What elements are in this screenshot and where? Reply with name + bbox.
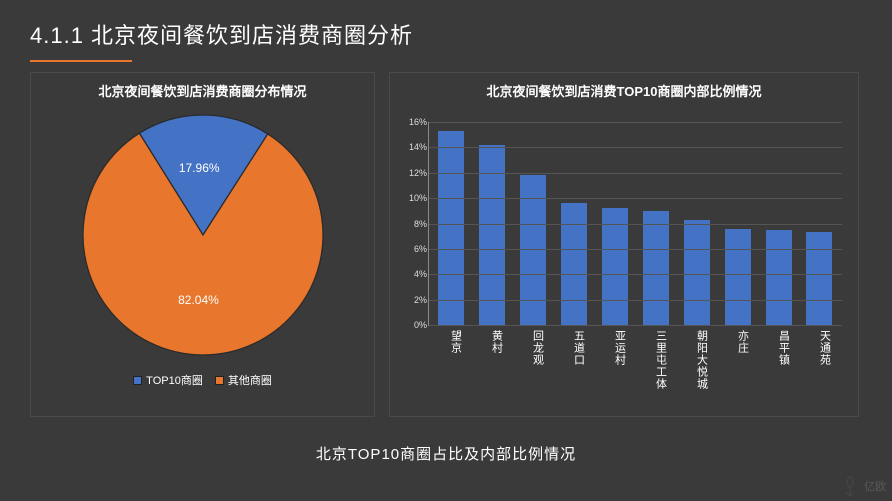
bar-xlabels: 望京黄村回龙观五道口亚运村三里屯工体朝阳大悦城亦庄昌平镇天通苑	[428, 326, 842, 408]
x-tick-label: 五道口	[561, 330, 587, 408]
legend-item-top10: TOP10商圈	[133, 372, 203, 388]
slide: 4.1.1 北京夜间餐饮到店消费商圈分析 北京夜间餐饮到店消费商圈分布情况 17…	[0, 0, 892, 501]
bar	[725, 229, 751, 325]
y-tick-label: 12%	[401, 168, 427, 178]
caption: 北京TOP10商圈占比及内部比例情况	[30, 443, 862, 464]
y-tick-label: 14%	[401, 142, 427, 152]
legend-swatch-top10	[133, 376, 142, 385]
x-tick-label: 望京	[438, 330, 464, 408]
legend-swatch-other	[215, 376, 224, 385]
x-tick-label: 亦庄	[725, 330, 751, 408]
pie-slice-label-other: 82.04%	[178, 293, 219, 307]
x-tick-label: 亚运村	[602, 330, 628, 408]
x-tick-label: 黄村	[479, 330, 505, 408]
y-tick-label: 2%	[401, 295, 427, 305]
y-tick-label: 6%	[401, 244, 427, 254]
watermark-text: 亿欧	[864, 478, 886, 494]
gridline	[429, 325, 842, 326]
bar-plot: 0%2%4%6%8%10%12%14%16%	[428, 122, 842, 326]
y-tick-label: 0%	[401, 320, 427, 330]
title-row: 4.1.1 北京夜间餐饮到店消费商圈分析	[30, 18, 862, 56]
gridline	[429, 147, 842, 148]
bar-panel: 北京夜间餐饮到店消费TOP10商圈内部比例情况 0%2%4%6%8%10%12%…	[389, 72, 859, 417]
page-title: 4.1.1 北京夜间餐饮到店消费商圈分析	[30, 18, 413, 56]
gridline	[429, 224, 842, 225]
gridline	[429, 300, 842, 301]
pie-legend: TOP10商圈 其他商圈	[133, 372, 272, 388]
gridline	[429, 274, 842, 275]
gridline	[429, 122, 842, 123]
bar-title: 北京夜间餐饮到店消费TOP10商圈内部比例情况	[400, 81, 848, 100]
x-tick-label: 天通苑	[807, 330, 833, 408]
bar	[438, 131, 464, 325]
x-tick-label: 三里屯工体	[643, 330, 669, 408]
y-tick-label: 16%	[401, 117, 427, 127]
pie-slice-label-top10: 17.96%	[179, 161, 220, 175]
y-tick-label: 8%	[401, 219, 427, 229]
bar	[643, 211, 669, 325]
x-tick-label: 朝阳大悦城	[684, 330, 710, 408]
bar	[561, 203, 587, 325]
bar	[684, 220, 710, 325]
legend-label-other: 其他商圈	[228, 372, 272, 388]
bar	[766, 230, 792, 325]
gridline	[429, 249, 842, 250]
legend-item-other: 其他商圈	[215, 372, 272, 388]
bar	[806, 232, 832, 325]
watermark: 亿欧	[840, 475, 886, 497]
bar-chart: 0%2%4%6%8%10%12%14%16% 望京黄村回龙观五道口亚运村三里屯工…	[428, 122, 842, 408]
legend-label-top10: TOP10商圈	[146, 372, 203, 388]
logo-icon	[840, 475, 860, 497]
y-tick-label: 4%	[401, 269, 427, 279]
title-underline	[30, 60, 132, 62]
pie-svg	[78, 110, 328, 360]
x-tick-label: 回龙观	[520, 330, 546, 408]
pie-title: 北京夜间餐饮到店消费商圈分布情况	[98, 81, 306, 100]
charts-row: 北京夜间餐饮到店消费商圈分布情况 17.96% 82.04% TOP10商圈 其…	[30, 72, 862, 417]
gridline	[429, 198, 842, 199]
pie-chart: 17.96% 82.04%	[78, 110, 328, 360]
pie-panel: 北京夜间餐饮到店消费商圈分布情况 17.96% 82.04% TOP10商圈 其…	[30, 72, 375, 417]
x-tick-label: 昌平镇	[766, 330, 792, 408]
gridline	[429, 173, 842, 174]
y-tick-label: 10%	[401, 193, 427, 203]
bar	[602, 208, 628, 325]
